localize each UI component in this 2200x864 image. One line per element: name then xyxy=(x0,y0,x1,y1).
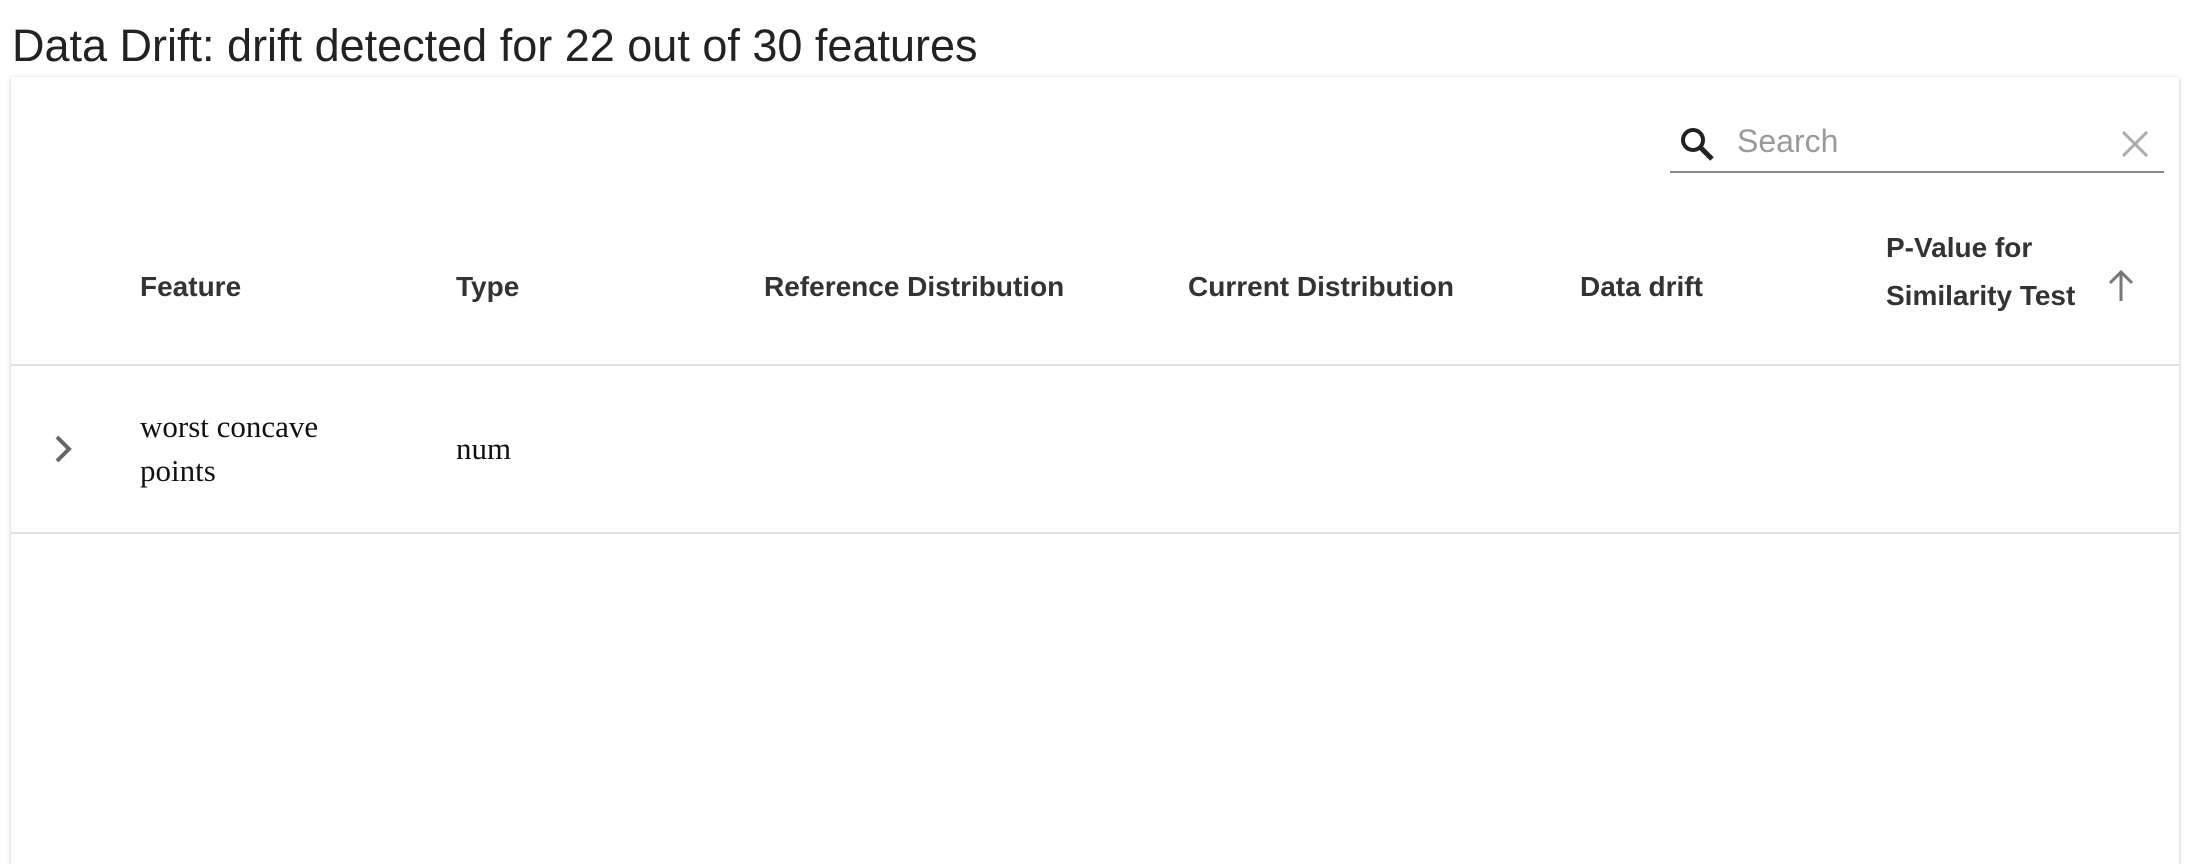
column-header: P-Value for Similarity Test xyxy=(1886,232,2076,311)
column-header: Current Distribution xyxy=(1188,271,1454,302)
search-box[interactable]: Search xyxy=(1670,117,2164,173)
search-placeholder: Search xyxy=(1737,123,1839,159)
drift-table-card: Search Feature Type Reference Distributi… xyxy=(11,77,2179,864)
header-row: Feature Type Reference Distribution Curr… xyxy=(11,227,2179,347)
table-row: worst concave points num xyxy=(11,366,2179,534)
column-header: Reference Distribution xyxy=(764,271,1065,302)
page-title: Data Drift: drift detected for 22 out of… xyxy=(12,20,978,71)
column-header: Feature xyxy=(140,271,242,302)
chevron xyxy=(55,435,72,463)
feature-name: worst concave points xyxy=(140,409,319,488)
clear-button[interactable] xyxy=(2120,129,2150,159)
header-divider xyxy=(11,364,2179,366)
expand-button[interactable] xyxy=(49,429,79,469)
search-icon xyxy=(1681,128,1714,161)
column-header: Type xyxy=(456,271,520,302)
column-header: Data drift xyxy=(1580,271,1703,302)
feature-type: num xyxy=(456,431,512,466)
sort-arrow[interactable] xyxy=(2106,269,2136,303)
